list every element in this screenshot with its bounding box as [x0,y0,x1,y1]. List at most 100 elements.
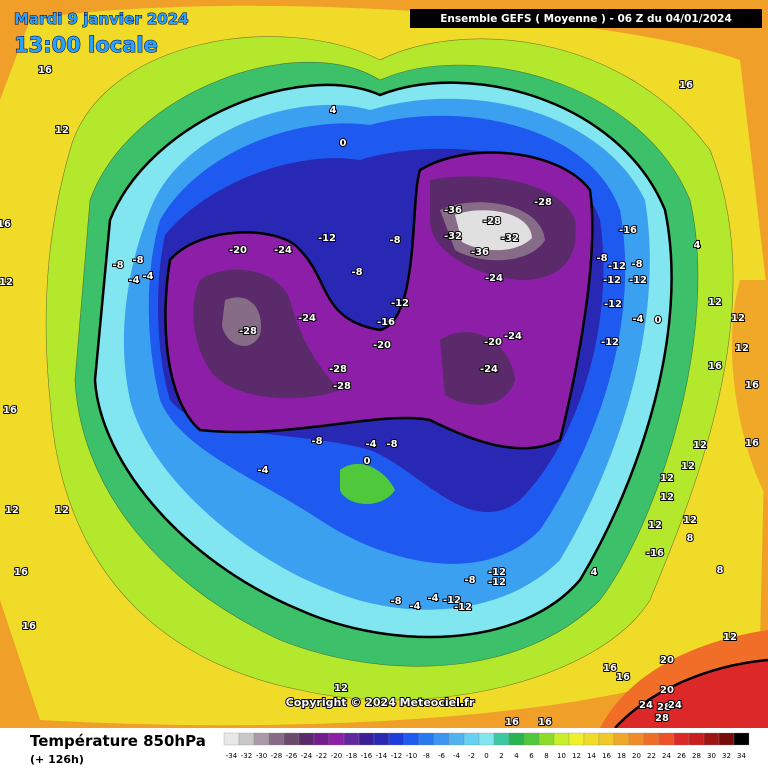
contour-label: 16 [708,361,722,372]
contour-label: -12 [488,567,506,578]
scale-swatch [313,732,330,746]
contour-label: 12 [5,505,19,516]
color-scale: -34 -32 -30 -28 -26 -24 -22 -20 -18 -16 -14 -12 -10-… [223,732,750,760]
scale-swatch [538,732,555,746]
scale-swatch [223,732,240,746]
scale-label: -16 [361,752,373,760]
contour-label: -4 [128,275,139,286]
contour-label: -4 [427,593,438,604]
scale-label: -18 [346,752,357,760]
contour-label: -12 [391,298,409,309]
contour-label: 8 [687,533,694,544]
contour-label: 12 [708,297,722,308]
scale-swatch [343,732,360,746]
zone [340,463,395,504]
contour-label: 12 [693,440,707,451]
scale-swatch [358,732,375,746]
contour-label: 16 [603,663,617,674]
contour-label: -28 [239,326,257,337]
contour-label: -20 [373,340,391,351]
contour-label: -16 [646,548,664,559]
scale-label: 10 [557,752,566,760]
contour-label: -12 [629,275,647,286]
zone [615,660,768,728]
scale-swatch [628,732,645,746]
contour-label: -4 [409,601,420,612]
scale-label: 20 [632,752,641,760]
scale-label: -34 [226,752,238,760]
zone [731,280,768,500]
contour-label: -28 [333,381,351,392]
scale-label: 30 [707,752,716,760]
contour-label: -12 [601,337,619,348]
scale-swatch [583,732,600,746]
scale-swatch [418,732,435,746]
contour-label: -24 [298,313,316,324]
scale-swatch [403,732,420,746]
scale-swatch [568,732,585,746]
contour-label: -28 [329,364,347,375]
contour-label: 0 [364,456,371,467]
scale-label: -32 [241,752,252,760]
contour-label: 12 [648,520,662,531]
scale-label: 6 [529,752,534,760]
scale-label: 14 [587,752,596,760]
contour-label: 16 [22,621,36,632]
contour-label: 12 [660,492,674,503]
scale-label: 32 [722,752,731,760]
scale-swatch [718,732,735,746]
contour-label: -16 [619,225,637,236]
contour-label: -8 [351,267,362,278]
contour-label: 16 [3,405,17,416]
contour-label: 16 [505,717,519,728]
contour-line [164,151,594,450]
contour-label: 28 [657,702,671,713]
contour-label: -24 [504,331,522,342]
contour-label: -16 [377,317,395,328]
contour-label: -8 [389,235,400,246]
contour-label: -32 [501,233,519,244]
contour-label: 12 [731,313,745,324]
contour-label: 20 [660,655,674,666]
scale-label: 16 [602,752,611,760]
scale-swatch [373,732,390,746]
contour-label: -4 [257,465,268,476]
scale-swatch [328,732,345,746]
contour-label: 12 [0,277,13,288]
contour-label: -8 [631,259,642,270]
contour-label: -12 [318,233,336,244]
contour-label: -4 [142,271,153,282]
contour-label: 16 [14,567,28,578]
contour-label: 16 [745,380,759,391]
zone [455,210,532,251]
scale-swatch [688,732,705,746]
scale-swatch [493,732,510,746]
scale-swatch [298,732,315,746]
contour-label: -12 [603,275,621,286]
contour-label: -24 [480,364,498,375]
contour-label: -24 [485,273,503,284]
contour-label: 12 [723,632,737,643]
scale-label: 28 [692,752,701,760]
scale-swatch [598,732,615,746]
contour-label: 12 [683,515,697,526]
scale-label: 8 [544,752,548,760]
contour-line [614,658,768,729]
contour-label: -12 [443,595,461,606]
contour-label: 16 [616,672,630,683]
scale-label: -4 [453,752,461,760]
scale-label: 24 [662,752,671,760]
scale-swatch [703,732,720,746]
scale-label: 34 [737,752,746,760]
contour-label: 4 [694,240,701,251]
scale-label: -24 [301,752,313,760]
scale-swatch [478,732,495,746]
contour-line [93,81,673,639]
contour-label: -36 [444,205,462,216]
contour-label: 8 [717,565,724,576]
scale-swatch [463,732,480,746]
contour-label: -12 [608,261,626,272]
contour-label: -8 [464,575,475,586]
